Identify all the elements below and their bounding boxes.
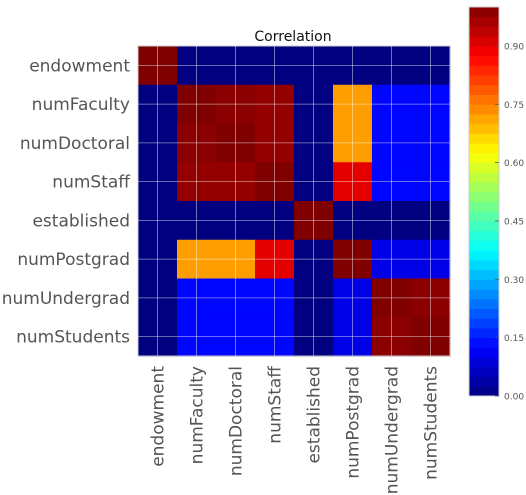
colorbar-band (469, 162, 499, 173)
colorbar-band (469, 347, 499, 358)
colorbar-band (469, 269, 499, 280)
column-label-numPostgrad: numPostgrad (344, 366, 364, 479)
row-label-numStudents: numStudents (16, 328, 130, 348)
colorbar-band (469, 152, 499, 164)
colorbar-band (469, 36, 499, 47)
column-label-numStaff: numStaff (266, 365, 286, 444)
colorbar-band (469, 84, 499, 96)
row-label-numFaculty: numFaculty (32, 95, 130, 115)
colorbar-band (469, 279, 499, 290)
colorbar-band (469, 250, 499, 261)
colorbar-band (469, 308, 499, 319)
chart-title: Correlation (254, 29, 331, 45)
row-label-endowment: endowment (29, 56, 130, 76)
row-label-numStaff: numStaff (52, 173, 131, 193)
heatmap-grid (138, 46, 450, 356)
colorbar-band (469, 211, 499, 222)
heatmap-cells (138, 46, 451, 357)
colorbar-band (469, 16, 499, 27)
row-label-numUndergrad: numUndergrad (2, 289, 130, 309)
row-label-numDoctoral: numDoctoral (20, 134, 130, 154)
colorbar-band (469, 220, 499, 232)
colorbar-tick-label: 0.75 (504, 101, 524, 111)
column-label-numUndergrad: numUndergrad (383, 366, 403, 494)
colorbar-band (469, 113, 499, 125)
heatmap-frame (137, 45, 451, 357)
colorbar-band (469, 26, 499, 37)
colorbar-band (469, 230, 499, 241)
row-tick-labels: endowment numFaculty numDoctoral numStaff es… (2, 56, 132, 347)
colorbar-band (469, 45, 499, 57)
colorbar-band (469, 104, 499, 115)
column-label-numStudents: numStudents (422, 366, 442, 480)
colorbar-band (469, 240, 499, 251)
colorbar-band (469, 386, 499, 397)
colorbar-tick-label: 0.00 (504, 393, 524, 403)
column-label-numDoctoral: numDoctoral (227, 366, 247, 476)
colorbar-band (469, 123, 499, 134)
colorbar-band (469, 65, 499, 76)
colorbar-tick-labels: 0.00 0.15 0.30 0.45 0.60 0.75 0.90 (495, 42, 524, 403)
colorbar-band (469, 318, 499, 329)
colorbar-band (469, 75, 499, 86)
column-label-endowment: endowment (149, 366, 169, 467)
colorbar-band (469, 55, 499, 66)
colorbar-band (469, 94, 499, 105)
colorbar-tick-label: 0.30 (504, 276, 524, 286)
colorbar-band (469, 298, 499, 309)
colorbar-band (469, 357, 499, 368)
colorbar-band (469, 337, 499, 348)
column-label-numFaculty: numFaculty (188, 366, 208, 464)
row-label-established: established (32, 211, 130, 231)
colorbar-band (469, 259, 499, 271)
colorbar-band (469, 172, 499, 183)
colorbar-band (469, 201, 499, 212)
colorbar-tick-label: 0.90 (504, 42, 524, 52)
colorbar-band (469, 7, 499, 18)
colorbar (468, 6, 500, 397)
column-label-established: established (305, 366, 325, 464)
colorbar-band (469, 143, 499, 154)
colorbar-frame (468, 6, 500, 397)
colorbar-band (469, 376, 499, 387)
colorbar-tick-label: 0.15 (504, 334, 524, 344)
colorbar-band (469, 182, 499, 193)
colorbar-band (469, 133, 499, 144)
colorbar-band (469, 327, 499, 339)
row-label-numPostgrad: numPostgrad (17, 250, 130, 270)
colorbar-tick-label: 0.60 (504, 159, 524, 169)
colorbar-band (469, 366, 499, 378)
colorbar-band (469, 289, 499, 300)
colorbar-tick-label: 0.45 (504, 217, 524, 227)
column-tick-labels: endowment numFaculty numDoctoral numStaff es… (149, 365, 442, 495)
colorbar-band (469, 191, 499, 202)
